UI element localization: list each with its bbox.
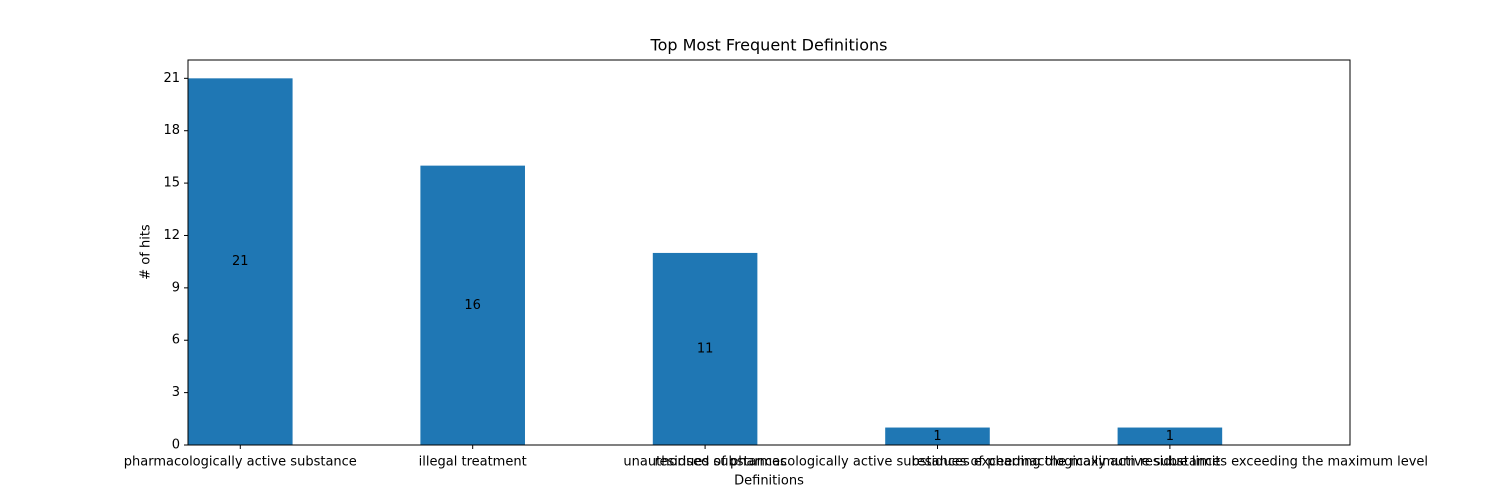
value-label: 1: [1166, 429, 1174, 444]
y-tick-label: 0: [172, 438, 180, 453]
value-label: 21: [232, 254, 249, 269]
y-tick-label: 12: [163, 228, 180, 243]
y-axis-label: # of hits: [139, 224, 154, 280]
bar: [1117, 427, 1223, 445]
x-tick-label: unauthorised substances: [623, 455, 787, 470]
value-label: 1: [933, 429, 941, 444]
plot-frame: [187, 59, 1351, 446]
value-label: 11: [697, 341, 714, 356]
y-tick-label: 9: [172, 280, 180, 295]
bar: [652, 252, 758, 445]
bar: [885, 427, 990, 445]
x-tick-label: residues of pharmacologically active sub…: [912, 455, 1428, 470]
x-axis-label: Definitions: [734, 474, 804, 489]
y-tick-label: 3: [172, 385, 180, 400]
y-tick-label: 18: [163, 123, 180, 138]
value-label: 16: [464, 298, 481, 313]
chart-title: Top Most Frequent Definitions: [650, 36, 888, 55]
bar: [420, 165, 525, 445]
bar: [188, 78, 293, 445]
y-tick-label: 21: [163, 71, 180, 86]
y-tick-label: 15: [163, 176, 180, 191]
y-tick-label: 6: [172, 333, 180, 348]
x-tick-label: illegal treatment: [419, 455, 527, 470]
x-tick-label: pharmacologically active substance: [124, 455, 357, 470]
x-tick-label: residues of pharmacologically active sub…: [654, 455, 1220, 470]
